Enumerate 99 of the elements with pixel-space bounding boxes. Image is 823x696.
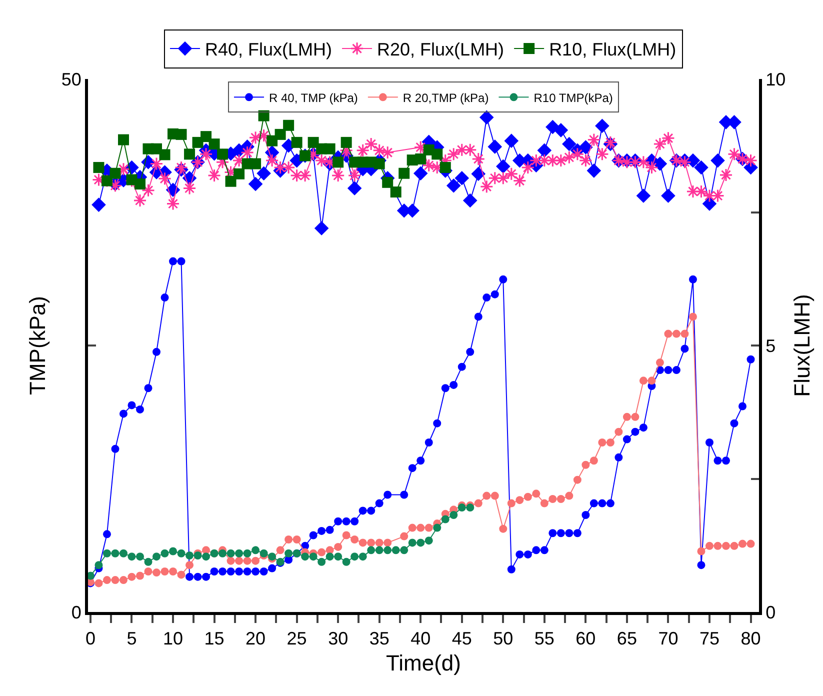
point <box>128 552 136 561</box>
point <box>144 558 152 566</box>
x-tick-label: 80 <box>740 628 761 649</box>
point <box>384 546 392 554</box>
point <box>177 549 186 558</box>
point <box>415 153 426 164</box>
legend-label: R10 TMP(kPa) <box>534 90 613 105</box>
x-tick-label: 55 <box>534 628 554 649</box>
point <box>225 176 236 187</box>
point <box>441 515 450 524</box>
x-tick-label: 45 <box>452 628 472 649</box>
point <box>102 549 111 558</box>
point <box>374 158 385 170</box>
point <box>466 504 474 512</box>
point <box>382 176 394 188</box>
point <box>208 138 220 150</box>
legend-label: R20, Flux(LMH) <box>377 40 504 60</box>
x-tick-label: 30 <box>328 628 348 649</box>
point <box>93 162 104 173</box>
point <box>250 158 262 170</box>
point <box>235 549 244 558</box>
point <box>398 168 410 179</box>
point <box>266 135 278 146</box>
x-tick-label: 25 <box>286 628 307 649</box>
point <box>400 546 408 554</box>
point <box>111 549 120 558</box>
point <box>200 131 212 142</box>
y2-tick-label: 10 <box>766 69 786 90</box>
point <box>94 561 103 570</box>
point <box>458 504 466 512</box>
point <box>234 168 245 180</box>
x-tick-label: 35 <box>369 628 390 649</box>
x-tick-label: 5 <box>126 628 137 649</box>
legend-label: R10, Flux(LMH) <box>549 40 676 60</box>
point <box>169 547 178 556</box>
point <box>283 120 294 131</box>
point <box>134 178 146 190</box>
x-tick-label: 65 <box>616 628 637 649</box>
x-tick-label: 60 <box>576 628 596 649</box>
x-tick-label: 50 <box>493 628 514 649</box>
legend-label: R 40, TMP (kPa) <box>269 90 358 105</box>
point <box>284 549 293 558</box>
point <box>450 510 458 519</box>
point <box>274 128 286 140</box>
point <box>332 156 344 168</box>
point <box>358 552 367 561</box>
point <box>324 143 336 154</box>
point <box>432 148 443 160</box>
point <box>152 552 160 561</box>
legend-label: R 20,TMP (kPa) <box>402 90 489 105</box>
point <box>243 549 252 558</box>
x-tick-label: 70 <box>658 628 678 649</box>
x-tick-label: 40 <box>410 628 431 649</box>
point <box>194 552 202 560</box>
point <box>176 128 187 140</box>
y2-tick-label: 5 <box>766 336 776 356</box>
point <box>424 536 433 545</box>
point <box>136 552 144 561</box>
point <box>291 136 302 148</box>
x-tick-label: 0 <box>85 628 96 649</box>
point <box>309 552 318 561</box>
x-tick-label: 15 <box>204 628 224 649</box>
point <box>334 552 342 561</box>
point <box>252 546 260 554</box>
point <box>160 549 169 558</box>
point <box>390 186 402 198</box>
point <box>301 552 310 561</box>
point <box>408 538 416 547</box>
point <box>433 524 442 532</box>
point <box>367 546 376 554</box>
point <box>202 552 210 561</box>
point <box>258 110 270 122</box>
point <box>218 549 227 558</box>
x-axis-title: Time(d) <box>386 650 461 676</box>
point <box>375 546 384 554</box>
point <box>350 552 359 561</box>
x-tick-label: 10 <box>162 628 184 649</box>
point <box>186 552 194 560</box>
point <box>260 549 268 558</box>
point <box>326 552 334 561</box>
point <box>118 134 129 146</box>
point <box>159 149 170 160</box>
point <box>217 148 228 160</box>
x-tick-label: 75 <box>699 628 720 649</box>
point <box>226 549 235 558</box>
point <box>110 168 121 179</box>
y2-axis-title: Flux(LMH) <box>790 294 815 397</box>
point <box>340 136 352 148</box>
point <box>440 162 451 173</box>
point <box>342 558 350 566</box>
x-tick-label: 20 <box>246 628 266 649</box>
y-axis-title: TMP(kPa) <box>25 296 50 395</box>
y2-tick-label: 0 <box>766 602 776 622</box>
point <box>392 546 400 554</box>
point <box>416 538 425 547</box>
point <box>184 148 196 160</box>
point <box>119 549 128 558</box>
point <box>318 558 326 566</box>
legend-label: R40, Flux(LMH) <box>205 40 332 60</box>
